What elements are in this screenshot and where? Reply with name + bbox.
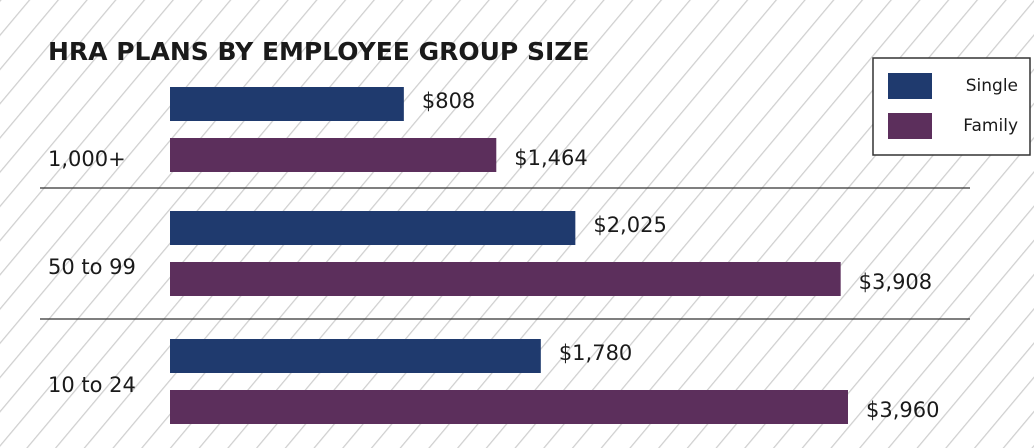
category-label: 1,000+ xyxy=(48,147,126,171)
bar xyxy=(170,138,497,172)
chart-title: HRA PLANS BY EMPLOYEE GROUP SIZE xyxy=(48,37,589,66)
legend xyxy=(872,57,1031,156)
legend-label: Single xyxy=(966,76,1018,96)
category-label: 10 to 24 xyxy=(48,373,136,397)
bar xyxy=(170,211,576,245)
category-label: 50 to 99 xyxy=(48,255,136,279)
bar xyxy=(170,87,404,121)
value-label: $808 xyxy=(422,89,475,113)
legend-label: Family xyxy=(963,116,1018,136)
bar xyxy=(170,390,848,424)
value-label: $1,780 xyxy=(559,341,632,365)
bar xyxy=(170,339,541,373)
legend-swatch xyxy=(888,73,932,99)
bar xyxy=(170,262,841,296)
value-label: $3,908 xyxy=(859,270,932,294)
legend-swatch xyxy=(888,113,932,139)
value-label: $1,464 xyxy=(514,146,587,170)
value-label: $3,960 xyxy=(866,398,939,422)
value-label: $2,025 xyxy=(593,213,666,237)
